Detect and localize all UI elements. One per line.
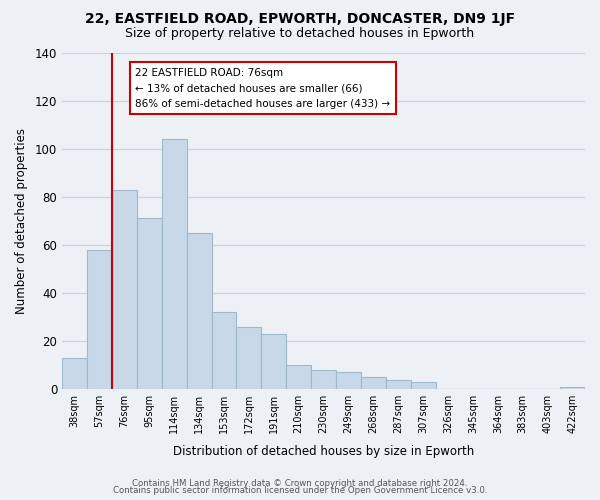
Bar <box>112 190 137 389</box>
Bar <box>162 139 187 389</box>
Text: Contains HM Land Registry data © Crown copyright and database right 2024.: Contains HM Land Registry data © Crown c… <box>132 478 468 488</box>
Bar <box>236 326 262 389</box>
Bar <box>286 365 311 389</box>
Bar <box>560 386 585 389</box>
Bar <box>262 334 286 389</box>
Bar <box>386 380 411 389</box>
Text: 22, EASTFIELD ROAD, EPWORTH, DONCASTER, DN9 1JF: 22, EASTFIELD ROAD, EPWORTH, DONCASTER, … <box>85 12 515 26</box>
Bar <box>187 233 212 389</box>
X-axis label: Distribution of detached houses by size in Epworth: Distribution of detached houses by size … <box>173 444 474 458</box>
Bar <box>212 312 236 389</box>
Bar <box>336 372 361 389</box>
Bar <box>62 358 87 389</box>
Y-axis label: Number of detached properties: Number of detached properties <box>15 128 28 314</box>
Text: 22 EASTFIELD ROAD: 76sqm
← 13% of detached houses are smaller (66)
86% of semi-d: 22 EASTFIELD ROAD: 76sqm ← 13% of detach… <box>136 68 391 109</box>
Bar <box>137 218 162 389</box>
Bar <box>411 382 436 389</box>
Text: Contains public sector information licensed under the Open Government Licence v3: Contains public sector information licen… <box>113 486 487 495</box>
Bar <box>361 377 386 389</box>
Text: Size of property relative to detached houses in Epworth: Size of property relative to detached ho… <box>125 28 475 40</box>
Bar <box>311 370 336 389</box>
Bar <box>87 250 112 389</box>
